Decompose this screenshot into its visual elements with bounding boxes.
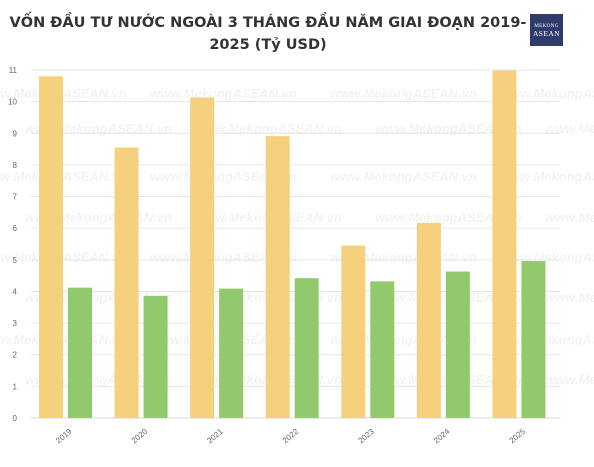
x-tick-label: 2022 (281, 427, 301, 446)
watermark-text: www.MekongASEAN.vn (330, 169, 477, 184)
watermark-text: www.MekongASEAN.vn (150, 250, 297, 265)
watermark-text: www.MekongASEAN.vn (545, 121, 594, 136)
bar-series-1-2025 (492, 70, 517, 419)
x-tick-label: 2021 (205, 427, 225, 446)
y-tick-label: 8 (13, 161, 18, 170)
bar-series-1-2021 (190, 97, 215, 419)
y-tick-label: 6 (13, 224, 18, 233)
watermark-text: www.MekongASEAN.vn (150, 86, 297, 101)
watermark-text: www.MekongASEAN.vn (0, 332, 127, 347)
watermark-text: www.MekongASEAN.vn (500, 86, 594, 101)
bar-series-1-2022 (265, 136, 290, 418)
x-axis: 2019 2020 2021 2022 2023 2024 2025 (54, 427, 527, 446)
watermark-text: www.MekongASEAN.vn (545, 372, 594, 387)
bars (39, 70, 546, 419)
watermark-text: www.MekongASEAN.vn (0, 86, 127, 101)
x-tick-label: 2024 (432, 427, 452, 446)
bar-series-2-2025 (521, 261, 546, 418)
bar-series-2-2024 (445, 271, 470, 418)
watermark-text: www.MekongASEAN.vn (0, 250, 127, 265)
mekongasean-logo: MEKONG ASEAN (530, 14, 563, 46)
watermark-text: www.MekongASEAN.vn (545, 210, 594, 225)
logo-line-1: MEKONG (534, 23, 559, 29)
y-tick-label: 0 (13, 414, 18, 423)
bar-series-2-2019 (68, 287, 92, 418)
y-tick-label: 10 (8, 98, 17, 107)
watermark-text: www.MekongASEAN.vn (500, 169, 594, 184)
logo-line-2: ASEAN (532, 29, 560, 38)
bar-series-1-2019 (39, 76, 63, 418)
x-tick-label: 2023 (356, 427, 376, 446)
y-tick-label: 9 (13, 129, 18, 138)
watermark-text: www.MekongASEAN.vn (150, 169, 297, 184)
bar-series-1-2024 (416, 222, 441, 418)
y-tick-label: 11 (9, 66, 18, 75)
y-tick-label: 5 (13, 256, 18, 265)
y-tick-label: 2 (13, 351, 18, 360)
bar-series-2-2020 (143, 295, 168, 418)
watermark-text: www.MekongASEAN.vn (195, 121, 342, 136)
bar-series-1-2023 (341, 245, 366, 418)
watermark-text: www.MekongASEAN.vn (375, 121, 522, 136)
bar-series-2-2021 (219, 288, 244, 418)
bar-series-2-2022 (294, 278, 319, 418)
watermark-text: www.MekongASEAN.vn (0, 169, 127, 184)
y-tick-label: 4 (13, 287, 18, 296)
y-tick-label: 1 (13, 382, 18, 391)
chart-title: VỐN ĐẦU TƯ NƯỚC NGOÀI 3 THÁNG ĐẦU NĂM GI… (9, 15, 527, 53)
watermark-text: www.MekongASEAN.vn (545, 290, 594, 305)
y-tick-label: 7 (13, 193, 18, 202)
x-tick-label: 2025 (508, 427, 528, 446)
watermark-text: www.MekongASEAN.vn (330, 86, 477, 101)
y-axis: 0 1 2 3 4 5 6 7 8 9 10 11 (8, 66, 17, 423)
x-tick-label: 2019 (54, 427, 74, 446)
bar-series-1-2020 (114, 147, 139, 418)
watermark-text: www.MekongASEAN.vn (375, 210, 522, 225)
x-tick-label: 2020 (130, 427, 150, 446)
y-tick-label: 3 (13, 319, 18, 328)
bar-series-2-2023 (370, 281, 395, 418)
